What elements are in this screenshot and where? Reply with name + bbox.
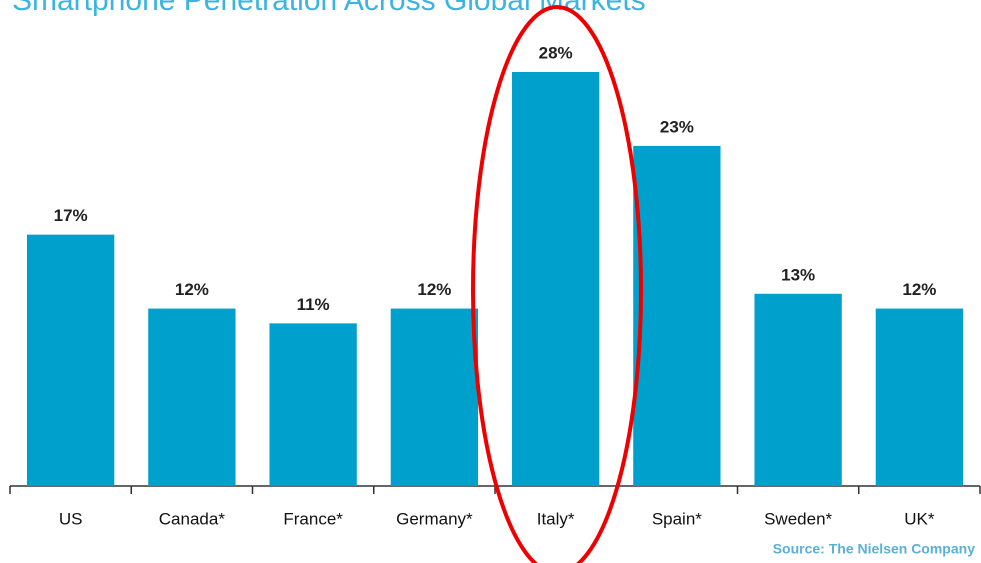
- x-tick-label: France*: [283, 509, 343, 528]
- chart-title: Smartphone Penetration Across Global Mar…: [12, 0, 646, 17]
- x-tick-label: Italy*: [537, 509, 575, 528]
- bar: [511, 72, 600, 486]
- x-tick-label: UK*: [904, 509, 935, 528]
- value-label: 17%: [54, 206, 88, 225]
- bar: [390, 308, 479, 486]
- x-tick-label: Germany*: [396, 509, 473, 528]
- bar: [148, 308, 236, 486]
- bar: [26, 234, 115, 486]
- x-tick-label: Canada*: [159, 509, 226, 528]
- value-label: 12%: [417, 280, 451, 299]
- x-tick-label: Spain*: [652, 509, 702, 528]
- bar: [754, 293, 842, 486]
- source-note: Source: The Nielsen Company: [773, 541, 975, 557]
- bar: [633, 145, 721, 486]
- x-tick-label: Sweden*: [764, 509, 832, 528]
- bars: 17% US 12% Canada* 11% France* 12% Germany* 28% I…: [9, 43, 981, 528]
- value-label: 23%: [660, 117, 694, 136]
- x-tick-label: US: [59, 509, 83, 528]
- bar: [269, 323, 357, 486]
- value-label: 11%: [297, 295, 330, 314]
- value-label: 12%: [175, 280, 209, 299]
- bar: [875, 308, 964, 486]
- value-label: 12%: [902, 280, 936, 299]
- value-label: 13%: [781, 265, 815, 284]
- highlight-ellipse: [471, 5, 643, 563]
- value-label: 28%: [539, 43, 573, 62]
